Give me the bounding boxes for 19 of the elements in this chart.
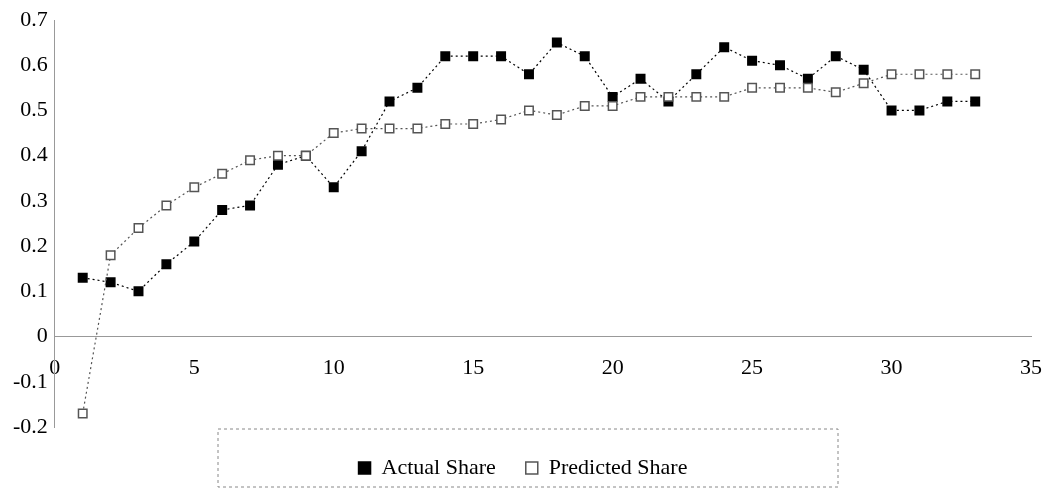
y-tick-label: -0.1: [13, 367, 48, 393]
x-tick-label: 10: [322, 353, 345, 379]
legend-label: Actual Share: [381, 453, 496, 479]
y-tick-label: 0: [36, 322, 48, 348]
y-tick-label: 0.7: [20, 5, 48, 31]
y-tick-label: -0.2: [13, 412, 48, 438]
x-tick-label: 5: [188, 353, 200, 379]
y-tick-label: 0.4: [20, 141, 48, 167]
legend-label: Predicted Share: [548, 453, 688, 479]
y-tick-label: 0.1: [20, 277, 48, 303]
x-tick-label: 25: [741, 353, 764, 379]
y-tick-label: 0.3: [20, 186, 48, 212]
x-tick-label: 20: [601, 353, 624, 379]
x-tick-label: 15: [462, 353, 485, 379]
x-tick-label: 30: [880, 353, 903, 379]
y-tick-label: 0.2: [20, 231, 48, 257]
y-tick-label: 0.6: [20, 51, 48, 76]
y-tick-label: 0.5: [20, 96, 48, 122]
x-tick-label: 35: [1020, 353, 1042, 379]
